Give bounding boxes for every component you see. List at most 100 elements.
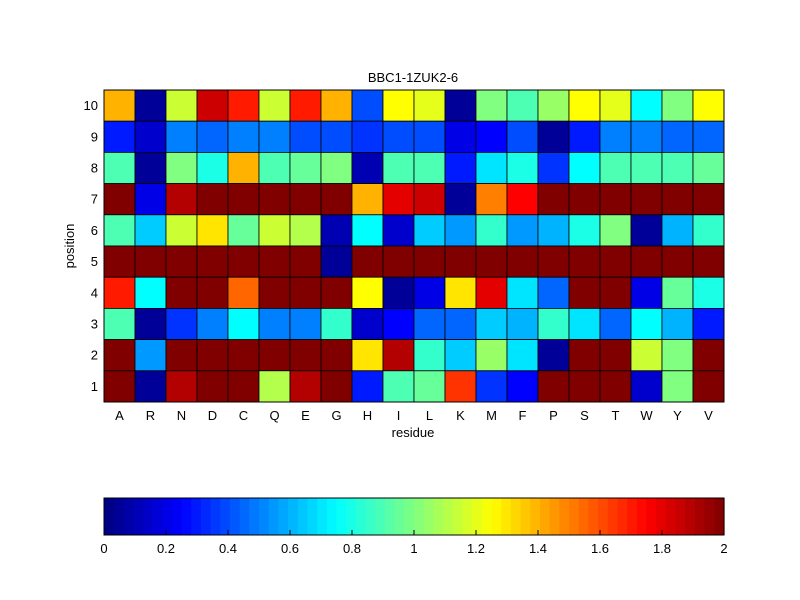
heatmap-cell (289, 307, 322, 340)
heatmap-cell (506, 214, 539, 247)
heatmap-cell (444, 276, 477, 309)
heatmap-cell (382, 276, 415, 309)
heatmap-cell (320, 183, 353, 216)
x-tick-label: Q (269, 408, 279, 423)
colorbar-segment (530, 498, 541, 535)
heatmap-cell (134, 245, 167, 278)
heatmap-cell (134, 151, 167, 184)
colorbar-segment (559, 498, 570, 535)
colorbar-tick-label: 0 (100, 541, 107, 556)
heatmap-cell (444, 214, 477, 247)
heatmap-cell (661, 339, 694, 372)
colorbar-tick-label: 1.6 (591, 541, 609, 556)
colorbar-segment (481, 498, 493, 535)
x-tick-label: A (115, 408, 124, 423)
colorbar-tick-label: 1.2 (467, 541, 485, 556)
x-tick-label: H (363, 408, 372, 423)
colorbar-tick-label: 1 (410, 541, 417, 556)
heatmap-cell (351, 89, 384, 122)
heatmap-cell (413, 120, 446, 153)
heatmap-cell (444, 339, 477, 372)
heatmap-cell (506, 307, 539, 340)
heatmap-cell (661, 120, 694, 153)
colorbar-segment (646, 498, 657, 535)
heatmap-cell (320, 120, 353, 153)
heatmap-cell (196, 339, 229, 372)
heatmap-cell (196, 276, 229, 309)
y-tick-label: 6 (91, 223, 98, 238)
heatmap-cell (413, 276, 446, 309)
heatmap-cell (506, 245, 539, 278)
heatmap-cell (258, 339, 291, 372)
heatmap-cell (630, 214, 663, 247)
heatmap-cell (227, 120, 260, 153)
heatmap-cell (537, 276, 570, 309)
heatmap-cell (227, 183, 260, 216)
heatmap-cell (289, 214, 322, 247)
colorbar-segment (336, 498, 347, 535)
x-axis-label: residue (392, 425, 435, 440)
heatmap-cell (692, 183, 725, 216)
colorbar-segment (588, 498, 599, 535)
heatmap-cell (537, 370, 570, 403)
heatmap-cell (258, 151, 291, 184)
heatmap-cell (692, 214, 725, 247)
heatmap-cell (444, 151, 477, 184)
heatmap-cell (134, 276, 167, 309)
colorbar-segment (694, 498, 706, 535)
x-tick-label: R (146, 408, 155, 423)
x-tick-label: S (580, 408, 589, 423)
y-axis-ticks: 10 9 8 7 6 5 4 3 2 1 (84, 98, 98, 394)
heatmap-cell (568, 89, 601, 122)
heatmap-cell (103, 120, 136, 153)
heatmap-cell (506, 370, 539, 403)
colorbar-tick-label: 1.4 (529, 541, 547, 556)
heatmap-cell (413, 307, 446, 340)
colorbar-segment (297, 498, 309, 535)
heatmap-cell (165, 89, 198, 122)
heatmap-cell (320, 276, 353, 309)
x-tick-label: L (426, 408, 433, 423)
heatmap-cell (568, 120, 601, 153)
colorbar-segment (210, 498, 221, 535)
heatmap-cell (382, 307, 415, 340)
heatmap-cell (599, 339, 632, 372)
colorbar-segment (452, 498, 464, 535)
y-tick-label: 7 (91, 192, 98, 207)
colorbar-segment (569, 498, 580, 535)
heatmap-cell (103, 183, 136, 216)
colorbar-segment (249, 498, 260, 535)
heatmap-cell (692, 120, 725, 153)
heatmap-cell (382, 183, 415, 216)
y-tick-label: 10 (84, 98, 98, 113)
heatmap-cell (103, 245, 136, 278)
y-tick-label: 8 (91, 161, 98, 176)
heatmap-cell (320, 307, 353, 340)
heatmap-cell (692, 276, 725, 309)
heatmap-cell (692, 245, 725, 278)
colorbar-segment (510, 498, 522, 535)
heatmap-cell (196, 151, 229, 184)
x-tick-label: C (239, 408, 248, 423)
heatmap-cell (475, 183, 508, 216)
heatmap-cell (227, 370, 260, 403)
colorbar-segment (549, 498, 560, 535)
heatmap-cell (165, 370, 198, 403)
x-tick-label: K (456, 408, 465, 423)
heatmap-cell (351, 214, 384, 247)
heatmap-cell (320, 370, 353, 403)
colorbar-segment (491, 498, 502, 535)
heatmap-cell (289, 120, 322, 153)
heatmap-cells (103, 89, 725, 403)
colorbar-segment (627, 498, 638, 535)
colorbar-segment (462, 498, 473, 535)
heatmap-cell (630, 89, 663, 122)
heatmap-cell (444, 89, 477, 122)
heatmap-cell (196, 307, 229, 340)
heatmap-cell (506, 120, 539, 153)
heatmap-cell (258, 120, 291, 153)
heatmap-cell (289, 245, 322, 278)
colorbar-segment (229, 498, 241, 535)
heatmap-cell (692, 370, 725, 403)
heatmap-cell (661, 151, 694, 184)
